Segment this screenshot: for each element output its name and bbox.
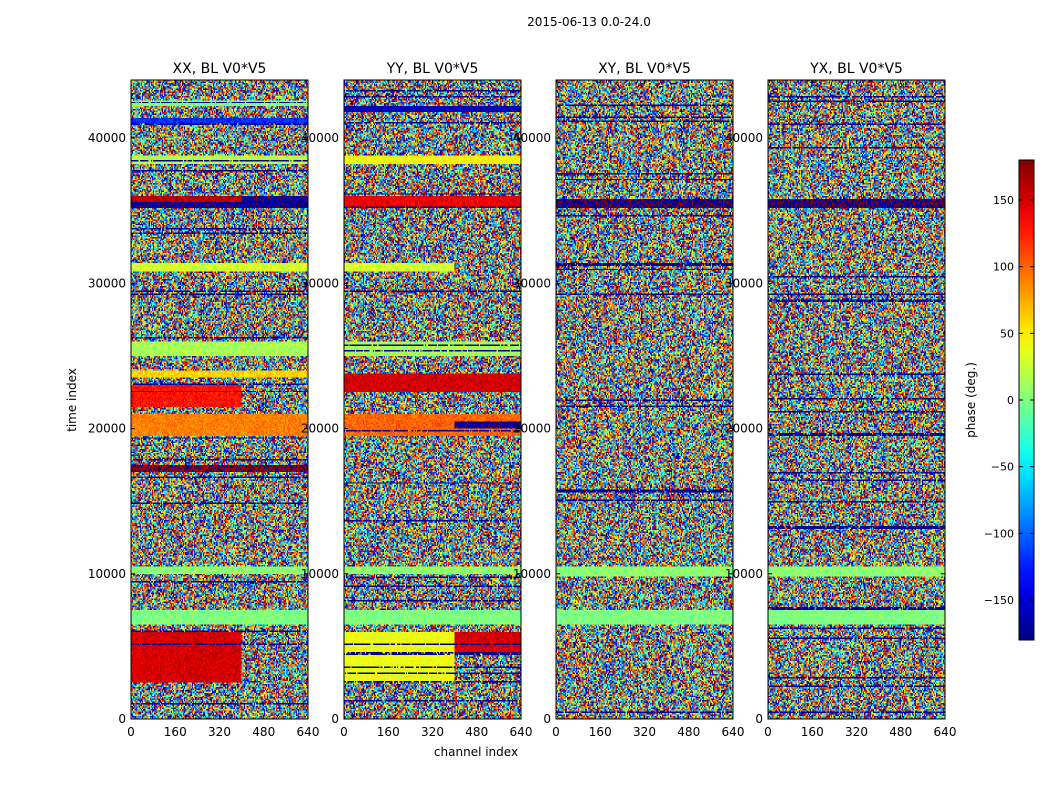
panel-4: YX, BL V0*V5 0 160 320 480 640 0 10000 20000 3000…	[725, 61, 957, 739]
y-tick-label: 30000	[88, 276, 126, 290]
x-tick-label: 320	[845, 725, 868, 739]
y-tick-label: 10000	[88, 567, 126, 581]
panel-3: XY, BL V0*V5 0 160 320 480 640 0 10000 20000 3000…	[513, 61, 745, 739]
x-tick-label: 160	[164, 725, 187, 739]
panel-1: XX, BL V0*V5 0 160 320 480 640 0 10000 20000 3000…	[88, 61, 320, 739]
x-tick-label: 640	[510, 725, 533, 739]
x-axis-label: channel index	[434, 745, 518, 759]
y-tick-label: 30000	[725, 276, 763, 290]
x-tick-label: 160	[801, 725, 824, 739]
y-axis-label: time index	[65, 368, 79, 432]
x-tick-label: 160	[377, 725, 400, 739]
colorbar-tick-label: 0	[1007, 394, 1014, 407]
y-tick-label: 40000	[725, 131, 763, 145]
x-tick-label: 320	[421, 725, 444, 739]
x-tick-label: 640	[722, 725, 745, 739]
panel-2: YY, BL V0*V5 0 160 320 480 640 0 10000 20000 3000…	[301, 61, 533, 739]
x-tick-label: 480	[465, 725, 488, 739]
x-tick-label: 640	[297, 725, 320, 739]
panel-title: YX, BL V0*V5	[809, 61, 903, 77]
x-tick-label: 0	[764, 725, 772, 739]
x-tick-label: 320	[633, 725, 656, 739]
colorbar-tick-label: −100	[984, 527, 1014, 540]
figure-title: 2015-06-13 0.0-24.0	[527, 15, 651, 29]
y-tick-label: 20000	[513, 422, 551, 436]
y-tick-label: 20000	[725, 422, 763, 436]
y-tick-label: 40000	[88, 131, 126, 145]
y-tick-label: 30000	[301, 276, 339, 290]
x-tick-label: 480	[252, 725, 275, 739]
x-tick-label: 0	[552, 725, 560, 739]
panel-title: XX, BL V0*V5	[173, 61, 267, 77]
y-tick-label: 0	[755, 712, 763, 726]
phase-image-4	[768, 80, 945, 719]
y-tick-label: 0	[543, 712, 551, 726]
y-tick-label: 10000	[301, 567, 339, 581]
colorbar-tick-label: −150	[984, 594, 1014, 607]
x-tick-label: 640	[934, 725, 957, 739]
x-tick-label: 480	[677, 725, 700, 739]
x-tick-label: 0	[340, 725, 348, 739]
colorbar-tick-label: 150	[993, 194, 1014, 207]
x-tick-label: 0	[127, 725, 135, 739]
y-tick-label: 20000	[301, 422, 339, 436]
phase-image-2	[344, 80, 521, 719]
colorbar-tick-label: 100	[993, 261, 1014, 274]
phase-image-1	[131, 80, 308, 719]
x-tick-label: 320	[208, 725, 231, 739]
x-tick-label: 160	[589, 725, 612, 739]
x-tick-label: 480	[889, 725, 912, 739]
y-tick-label: 30000	[513, 276, 551, 290]
panels: XX, BL V0*V5 0 160 320 480 640 0 10000 20000 3000…	[88, 61, 957, 739]
colorbar: −150 −100 −50 0 50 100 150 phase (deg.)	[964, 159, 1035, 641]
colorbar-tick-label: 50	[1000, 327, 1014, 340]
colorbar-tick-label: −50	[991, 461, 1014, 474]
y-tick-label: 10000	[725, 567, 763, 581]
panel-title: YY, BL V0*V5	[386, 61, 479, 77]
y-tick-label: 40000	[513, 131, 551, 145]
y-tick-label: 0	[118, 712, 126, 726]
panel-title: XY, BL V0*V5	[598, 61, 691, 77]
y-tick-label: 40000	[301, 131, 339, 145]
y-tick-label: 20000	[88, 422, 126, 436]
y-tick-label: 0	[331, 712, 339, 726]
phase-image-3	[556, 80, 733, 719]
colorbar-label: phase (deg.)	[964, 362, 978, 438]
y-tick-label: 10000	[513, 567, 551, 581]
